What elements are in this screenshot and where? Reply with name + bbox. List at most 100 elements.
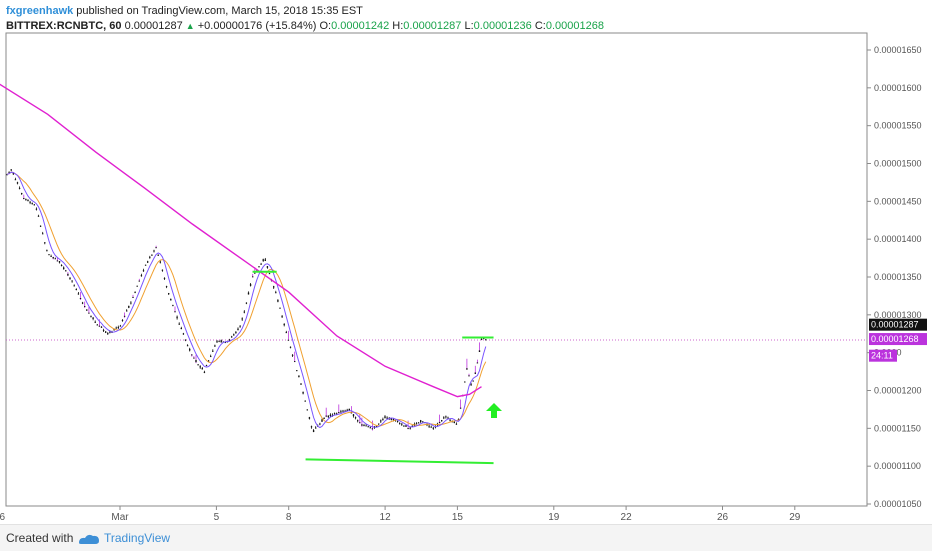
candle-body — [220, 340, 222, 343]
candle-body — [291, 354, 294, 356]
candle-body — [268, 273, 271, 275]
candle-body — [298, 375, 300, 378]
tradingview-brand-link[interactable]: TradingView — [104, 531, 171, 545]
candle-body — [207, 360, 210, 362]
candle-body — [218, 340, 220, 342]
candle-body — [86, 309, 88, 311]
candle-body — [386, 417, 388, 419]
created-with-text: Created with — [6, 531, 74, 545]
author-link[interactable]: fxgreenhawk — [6, 5, 74, 17]
candle-body — [262, 259, 264, 261]
candle-body — [336, 413, 338, 415]
candle-body — [411, 425, 413, 427]
candle-body — [432, 427, 434, 429]
price-tag — [869, 333, 927, 346]
candle-body — [342, 410, 344, 412]
candle-body — [447, 417, 449, 419]
candle-body — [464, 381, 466, 383]
x-tick-label: Mar — [111, 512, 129, 523]
candle-body — [73, 285, 75, 287]
candle-body — [35, 208, 38, 210]
candle-body — [310, 426, 313, 428]
candle-body — [472, 380, 474, 382]
price-tag-label: 0.00001268 — [871, 334, 919, 344]
candle-body — [354, 417, 357, 419]
open-label: O: — [319, 20, 332, 32]
candle-body — [294, 361, 296, 363]
price-tag — [869, 318, 927, 331]
price-chart[interactable]: 0.00001650 0.00001600 0.00001550 0.00001500… — [0, 0, 932, 524]
candle-body — [25, 199, 27, 201]
candle-body — [344, 410, 346, 412]
low-value: 0.00001236 — [473, 20, 532, 32]
candle-body — [69, 277, 71, 280]
candle-body — [165, 286, 168, 288]
candle-body — [392, 418, 395, 421]
candle-body — [56, 260, 59, 262]
candle-body — [415, 423, 418, 425]
published-info: published on TradingView.com, March 15, … — [73, 5, 363, 17]
candle-body — [84, 306, 86, 308]
candle-body — [325, 415, 327, 417]
candle-body — [277, 300, 279, 302]
candle-body — [382, 419, 384, 421]
candle-body — [128, 305, 130, 308]
symbol-label[interactable]: BITTREX:RCNBTC, 60 — [6, 20, 122, 32]
candle-body — [29, 201, 31, 203]
candle-body — [468, 375, 470, 377]
candle-body — [107, 333, 109, 335]
y-tick-label: 0.00001550 — [874, 121, 922, 131]
candle-body — [71, 280, 73, 282]
candle-body — [338, 412, 340, 414]
candle-body — [480, 338, 483, 340]
candle-body — [109, 331, 111, 333]
candle-body — [476, 362, 479, 364]
price-tag-label: 0.00001287 — [871, 320, 919, 330]
candle-body — [186, 345, 189, 347]
candle-body — [161, 269, 164, 271]
candle-body — [23, 198, 25, 200]
candle-body — [300, 383, 302, 385]
y-tick-label: 0.00001300 — [874, 310, 922, 320]
up-arrow-icon — [486, 403, 502, 418]
candle-body — [195, 359, 197, 363]
candle-body — [380, 420, 382, 422]
candle-body — [126, 310, 128, 312]
candle-body — [155, 247, 157, 249]
candle-body — [168, 293, 170, 295]
candle-body — [247, 292, 250, 295]
candle-body — [182, 333, 185, 335]
candle-body — [81, 302, 84, 304]
candle-body — [184, 339, 187, 341]
candle-body — [258, 266, 260, 268]
tradingview-logo-icon[interactable] — [77, 533, 101, 545]
candle-body — [205, 365, 208, 367]
x-tick-label: 26 — [717, 512, 729, 523]
candle-body — [63, 267, 65, 270]
candle-body — [231, 336, 233, 338]
candle-body — [264, 259, 266, 261]
moving-averages — [0, 83, 487, 429]
candle-body — [151, 254, 153, 256]
candle-body — [203, 371, 206, 373]
candle-body — [409, 427, 411, 429]
candle-body — [399, 423, 401, 425]
support-line[interactable] — [305, 458, 494, 465]
candle-body — [478, 350, 481, 352]
last-price: 0.00001287 — [124, 20, 183, 32]
candle-body — [321, 419, 323, 422]
candle-body — [180, 327, 182, 330]
y-axis: 0.00001650 0.00001600 0.00001550 0.00001500… — [867, 45, 922, 509]
candle-body — [54, 258, 56, 260]
candle-body — [466, 368, 468, 370]
candle-body — [178, 323, 180, 325]
candle-body — [315, 427, 317, 429]
plot-area[interactable] — [5, 32, 868, 507]
candle-body — [8, 172, 10, 174]
high-value: 0.00001287 — [403, 20, 462, 32]
candle-body — [96, 324, 98, 326]
candle-body — [403, 425, 405, 427]
candle-body — [105, 331, 107, 333]
candle-body — [92, 317, 94, 319]
candle-body — [457, 419, 460, 421]
